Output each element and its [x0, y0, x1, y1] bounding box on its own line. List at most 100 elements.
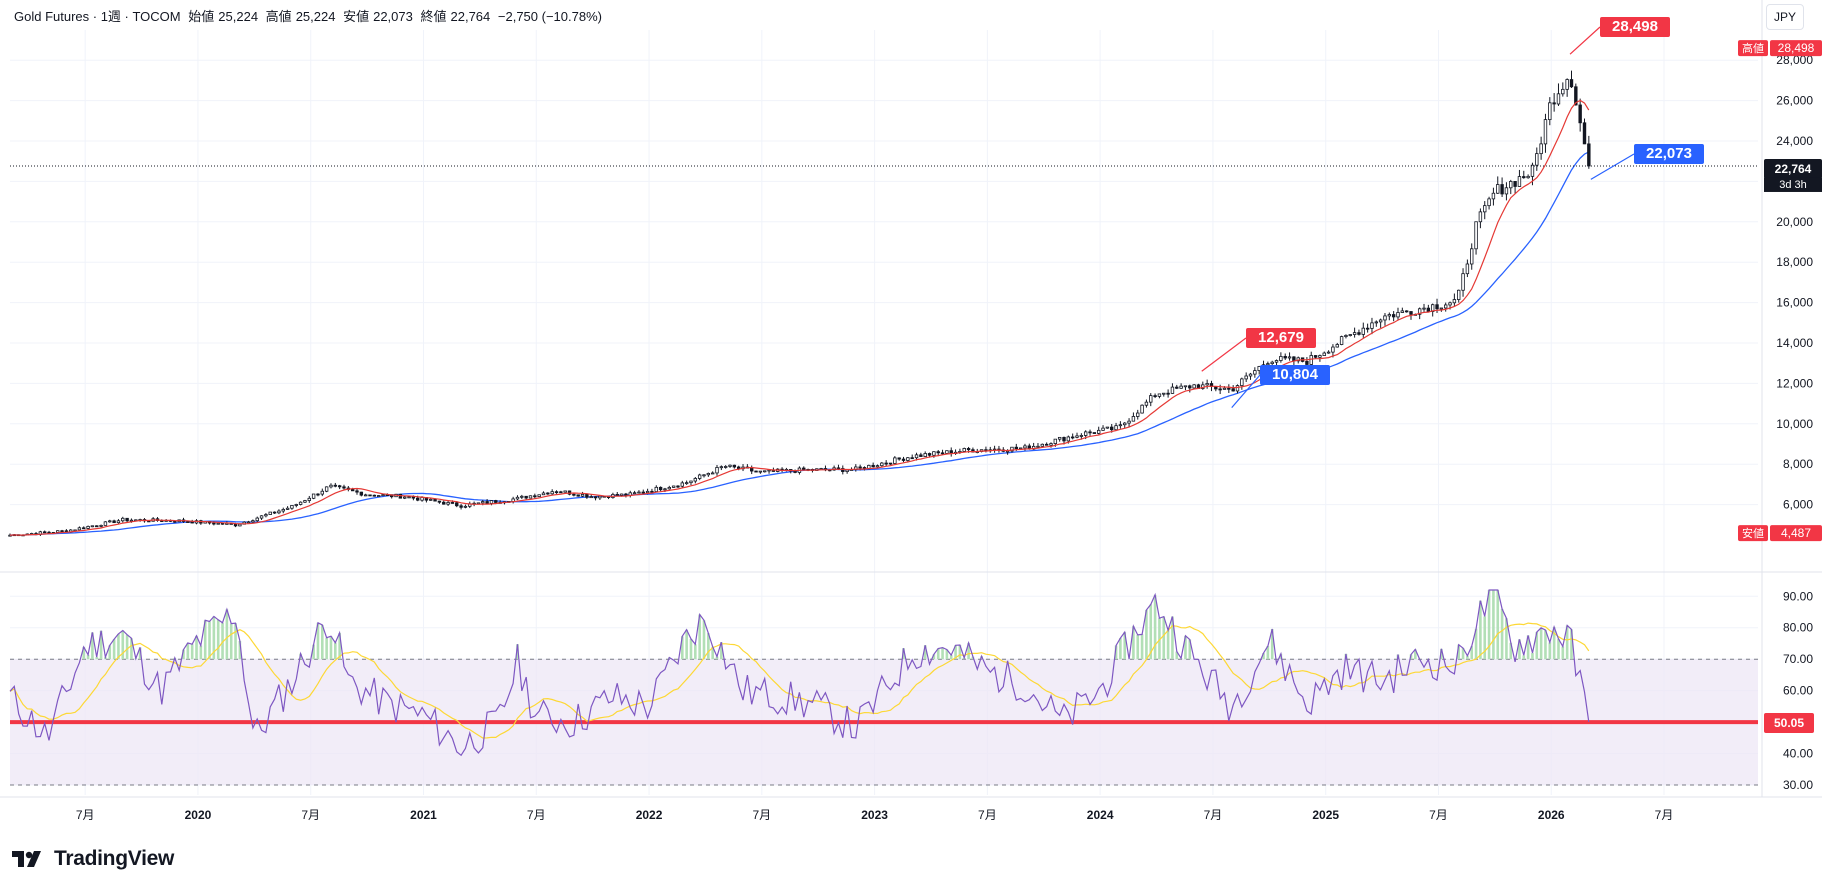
- candle-body: [1444, 304, 1448, 309]
- candle-body: [1509, 181, 1513, 189]
- price-tick-label: 28,000: [1776, 53, 1813, 67]
- extreme-value: 4,487: [1781, 526, 1811, 540]
- candle-body: [641, 491, 645, 494]
- candle-body: [1097, 429, 1101, 434]
- candle-body: [1144, 401, 1149, 406]
- ma-fast-path: [9, 99, 1590, 536]
- candle-body: [56, 530, 60, 533]
- candle-body: [576, 494, 580, 497]
- candle-body: [1335, 344, 1339, 348]
- candle-body: [455, 502, 459, 507]
- candle-body: [1175, 386, 1179, 389]
- candle-body: [1587, 143, 1591, 167]
- candle-body: [112, 520, 116, 524]
- rsi-current-tag-text: 50.05: [1774, 716, 1804, 730]
- candle-body: [1474, 221, 1478, 250]
- candle-body: [125, 517, 129, 522]
- close-label: 終値: [420, 9, 447, 24]
- candle-body: [710, 472, 715, 475]
- callout-low-mid: 10,804: [1260, 365, 1330, 385]
- candle-body: [1578, 104, 1582, 124]
- candle-body: [1483, 205, 1487, 213]
- candle-body: [1435, 304, 1439, 310]
- candle-body: [442, 501, 446, 505]
- candle-body: [563, 490, 567, 493]
- price-tick-label: 20,000: [1776, 215, 1813, 229]
- candle-body: [680, 482, 685, 487]
- candle-body: [446, 502, 450, 505]
- candle-body: [1083, 431, 1088, 436]
- candle-body: [1396, 312, 1400, 318]
- candle-body: [663, 488, 667, 491]
- candle-body: [437, 500, 442, 503]
- candle-body: [667, 487, 671, 490]
- candle-body: [1400, 310, 1405, 313]
- candle-body: [1478, 211, 1483, 223]
- candle-body: [216, 522, 220, 525]
- candle-body: [220, 522, 225, 525]
- candle-body: [1240, 378, 1244, 386]
- candle-body: [1574, 86, 1578, 106]
- candle-body: [1149, 395, 1153, 403]
- candle-body: [1496, 184, 1500, 194]
- candle-body: [190, 521, 194, 524]
- candle-body: [1404, 310, 1409, 313]
- candle-body: [1504, 187, 1509, 195]
- candle-body: [489, 500, 494, 504]
- candle-body: [702, 474, 706, 477]
- candle-body: [1470, 248, 1474, 265]
- candle-body: [233, 523, 238, 527]
- candle-body: [1270, 361, 1274, 365]
- candle-body: [463, 505, 468, 508]
- low-label: 安値: [343, 9, 370, 24]
- candle-body: [42, 531, 47, 534]
- chart-legend: Gold Futures · 1週 · TOCOM 始値 25,224 高値 25,…: [14, 6, 606, 25]
- candle-body: [715, 467, 719, 474]
- candle-body: [246, 521, 251, 524]
- candle-body: [1582, 122, 1587, 145]
- candle-body: [311, 493, 316, 499]
- time-tick-label: 2023: [861, 808, 888, 822]
- price-tick-label: 24,000: [1776, 134, 1813, 148]
- currency-button[interactable]: JPY: [1766, 4, 1804, 30]
- candle-body: [429, 498, 433, 501]
- candle-body: [671, 485, 676, 488]
- candle-body: [303, 500, 307, 503]
- last-price-tag-text: 22,764: [1775, 162, 1812, 176]
- candle-body: [910, 457, 914, 460]
- rsi-tick-label: 70.00: [1783, 652, 1813, 666]
- candle-body: [82, 527, 86, 530]
- candle-body: [485, 501, 489, 504]
- candle-body: [1101, 427, 1105, 431]
- candle-body: [1036, 445, 1040, 448]
- candle-body: [654, 486, 658, 492]
- candle-body: [1079, 435, 1084, 437]
- candle-body: [1227, 387, 1231, 390]
- candle-body: [1014, 446, 1018, 449]
- candle-body: [324, 486, 329, 492]
- candle-body: [619, 493, 624, 496]
- candle-body: [1309, 355, 1313, 365]
- candle-body: [108, 520, 112, 523]
- candle-body: [1192, 384, 1196, 389]
- candle-body: [281, 509, 285, 512]
- extreme-value-bg: [1770, 525, 1822, 542]
- candle-body: [307, 497, 311, 501]
- candle-body: [1266, 363, 1270, 366]
- symbol-title[interactable]: Gold Futures · 1週 · TOCOM: [14, 9, 181, 24]
- callout-low-recent-text: 22,073: [1646, 145, 1692, 162]
- candle-body: [1274, 360, 1279, 363]
- candle-body: [342, 486, 346, 489]
- rsi-ma-path: [9, 622, 1590, 739]
- candle-body: [875, 465, 880, 468]
- extreme-label: 安値: [1742, 526, 1764, 540]
- candle-body: [225, 522, 229, 525]
- candle-body: [897, 457, 901, 460]
- candle-body: [298, 501, 303, 505]
- candle-body: [723, 466, 728, 468]
- tradingview-logo[interactable]: TradingView: [12, 847, 174, 871]
- candle-body: [1526, 175, 1530, 179]
- candle-body: [1136, 412, 1140, 417]
- time-tick-label: 2022: [636, 808, 663, 822]
